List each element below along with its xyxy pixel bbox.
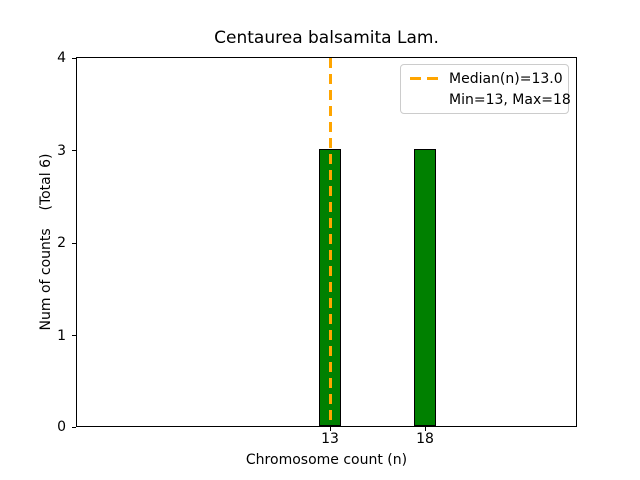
y-tick-2 bbox=[72, 243, 76, 244]
y-tick-label-3: 3 bbox=[57, 143, 66, 159]
y-tick-4 bbox=[72, 58, 76, 59]
legend-label-median: Median(n)=13.0 bbox=[449, 70, 563, 87]
legend-label-minmax: Min=13, Max=18 bbox=[449, 91, 571, 108]
x-tick-label-18: 18 bbox=[416, 431, 434, 447]
legend-row-minmax: Min=13, Max=18 bbox=[410, 89, 571, 110]
x-tick-label-13: 13 bbox=[321, 431, 339, 447]
y-tick-label-0: 0 bbox=[57, 419, 66, 435]
y-tick-label-4: 4 bbox=[57, 50, 66, 66]
x-axis-label: Chromosome count (n) bbox=[245, 452, 408, 468]
plot-area: Median(n)=13.0 Min=13, Max=18 bbox=[76, 57, 577, 427]
y-tick-label-1: 1 bbox=[57, 328, 66, 344]
legend: Median(n)=13.0 Min=13, Max=18 bbox=[400, 64, 571, 114]
y-tick-3 bbox=[72, 150, 76, 151]
chart-title: Centaurea balsamita Lam. bbox=[214, 28, 439, 48]
y-tick-1 bbox=[72, 335, 76, 336]
x-tick-13 bbox=[329, 427, 331, 431]
bar-18 bbox=[414, 148, 436, 426]
legend-row-median: Median(n)=13.0 bbox=[410, 68, 563, 89]
empty-legend-marker bbox=[410, 98, 438, 101]
x-tick-18 bbox=[424, 427, 426, 431]
y-tick-label-2: 2 bbox=[57, 235, 66, 251]
y-tick-0 bbox=[72, 427, 76, 428]
median-line bbox=[328, 58, 332, 426]
median-dash-legend-marker bbox=[410, 77, 438, 80]
